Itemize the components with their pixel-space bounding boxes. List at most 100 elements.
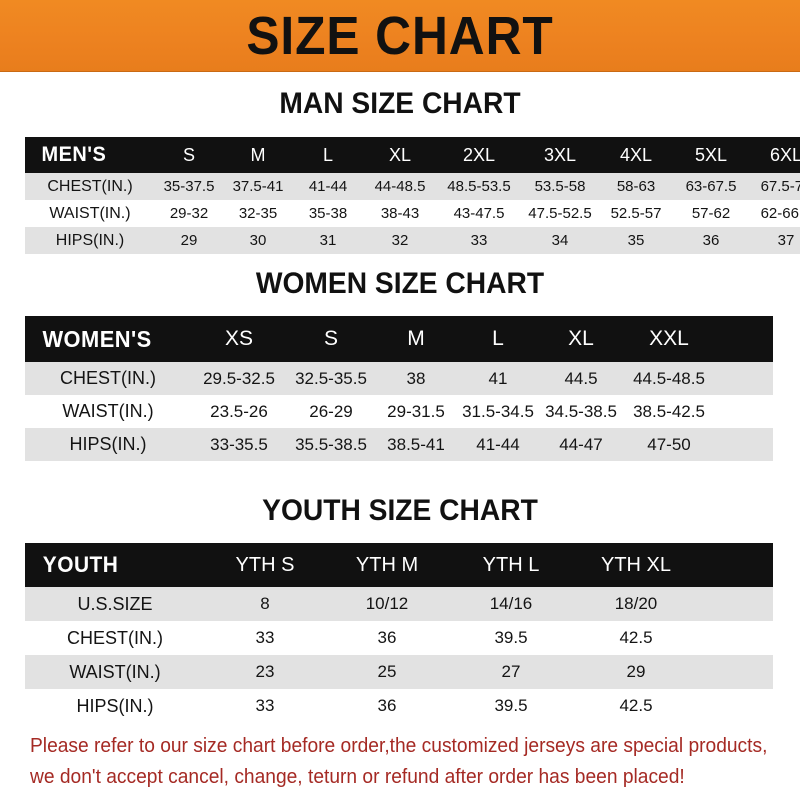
table-row: U.S.SIZE 8 10/12 14/16 18/20: [25, 587, 773, 621]
youth-col-pad: [699, 543, 773, 587]
women-row-label-chest: CHEST(IN.): [60, 368, 156, 388]
youth-row-label-hips: HIPS(IN.): [76, 695, 154, 716]
women-hips-pad: [715, 428, 773, 461]
table-row: HIPS(IN.) 33-35.5 35.5-38.5 38.5-41 41-4…: [25, 428, 773, 461]
table-row: CHEST(IN.) 29.5-32.5 32.5-35.5 38 41 44.…: [25, 362, 773, 395]
youth-chest-s: 33: [255, 628, 275, 647]
men-waist-3xl: 47.5-52.5: [528, 205, 592, 222]
table-row: CHEST(IN.) 35-37.5 37.5-41 41-44 44-48.5…: [25, 173, 800, 200]
women-header-row: WOMEN'S XS S M L XL XXL: [25, 316, 773, 362]
women-hips-xs: 33-35.5: [210, 434, 268, 454]
men-chest-6xl: 67.5-72: [760, 178, 800, 195]
youth-chest-pad: [699, 621, 773, 655]
youth-ussize-pad: [699, 587, 773, 621]
women-chest-xl: 44.5: [564, 368, 598, 388]
youth-row-label-chest: CHEST(IN.): [67, 627, 163, 648]
women-waist-s: 26-29: [309, 401, 353, 421]
page-banner: SIZE CHART: [0, 0, 800, 72]
table-row: HIPS(IN.) 29 30 31 32 33 34 35 36 37: [25, 227, 800, 254]
youth-hips-m: 36: [377, 696, 397, 715]
youth-row-label-ussize: U.S.SIZE: [77, 593, 153, 614]
men-hips-s: 29: [180, 232, 198, 249]
youth-hips-xl: 42.5: [619, 696, 653, 715]
men-waist-m: 32-35: [238, 205, 278, 222]
men-header-row: MEN'S S M L XL 2XL 3XL 4XL 5XL 6XL: [25, 137, 800, 173]
order-policy-notice: Please refer to our size chart before or…: [30, 731, 767, 793]
youth-waist-xl: 29: [626, 662, 646, 681]
youth-hips-s: 33: [255, 696, 275, 715]
youth-col-l: YTH L: [482, 553, 540, 576]
youth-col-xl: YTH XL: [600, 553, 672, 576]
women-waist-pad: [715, 395, 773, 428]
women-hips-xxl: 47-50: [647, 434, 691, 454]
women-hips-l: 41-44: [476, 434, 520, 454]
women-waist-l: 31.5-34.5: [462, 401, 534, 421]
men-col-3xl: 3XL: [543, 144, 577, 165]
men-col-xl: XL: [388, 144, 412, 165]
youth-waist-s: 23: [255, 662, 275, 681]
table-row: CHEST(IN.) 33 36 39.5 42.5: [25, 621, 773, 655]
men-size-table: MEN'S S M L XL 2XL 3XL 4XL 5XL 6XL CHEST…: [25, 137, 800, 254]
youth-hips-l: 39.5: [494, 696, 528, 715]
men-chest-3xl: 53.5-58: [534, 178, 586, 195]
men-hips-5xl: 36: [702, 232, 720, 249]
youth-chest-l: 39.5: [494, 628, 528, 647]
section-title-man: MAN SIZE CHART: [279, 87, 521, 120]
men-col-5xl: 5XL: [694, 144, 728, 165]
men-waist-s: 29-32: [169, 205, 209, 222]
men-chest-2xl: 48.5-53.5: [447, 178, 511, 195]
youth-chest-xl: 42.5: [619, 628, 653, 647]
section-title-youth: YOUTH SIZE CHART: [262, 494, 538, 527]
women-corner-label: WOMEN'S: [42, 325, 152, 352]
page-title: SIZE CHART: [246, 5, 554, 66]
women-hips-s: 35.5-38.5: [295, 434, 367, 454]
youth-corner-label: YOUTH: [42, 552, 119, 577]
men-hips-6xl: 37: [777, 232, 795, 249]
men-col-m: M: [250, 144, 266, 165]
men-col-6xl: 6XL: [769, 144, 800, 165]
youth-waist-pad: [699, 655, 773, 689]
youth-row-label-waist: WAIST(IN.): [69, 661, 161, 682]
women-size-table: WOMEN'S XS S M L XL XXL CHEST(IN.) 29.5-…: [25, 316, 773, 461]
women-chest-pad: [715, 362, 773, 395]
youth-col-m: YTH M: [355, 553, 419, 576]
youth-ussize-xl: 18/20: [614, 594, 658, 613]
women-waist-xs: 23.5-26: [210, 401, 268, 421]
youth-col-s: YTH S: [235, 553, 295, 576]
men-corner-label: MEN'S: [41, 143, 107, 166]
youth-waist-m: 25: [377, 662, 397, 681]
table-row: WAIST(IN.) 23.5-26 26-29 29-31.5 31.5-34…: [25, 395, 773, 428]
section-title-women: WOMEN SIZE CHART: [255, 267, 545, 300]
women-chest-l: 41: [488, 368, 508, 388]
women-waist-xl: 34.5-38.5: [545, 401, 617, 421]
table-row: HIPS(IN.) 33 36 39.5 42.5: [25, 689, 773, 723]
women-hips-m: 38.5-41: [387, 434, 445, 454]
youth-ussize-s: 8: [260, 594, 270, 613]
women-col-l: L: [492, 327, 504, 350]
men-col-l: L: [322, 144, 333, 165]
women-waist-m: 29-31.5: [387, 401, 445, 421]
women-col-pad: [715, 316, 773, 362]
men-chest-xl: 44-48.5: [374, 178, 426, 195]
men-row-label-chest: CHEST(IN.): [47, 177, 133, 195]
women-col-s: S: [323, 327, 338, 350]
men-chest-s: 35-37.5: [163, 178, 215, 195]
youth-waist-l: 27: [501, 662, 521, 681]
men-hips-m: 30: [249, 232, 267, 249]
women-col-xl: XL: [568, 327, 594, 350]
men-waist-6xl: 62-66.5: [760, 205, 800, 222]
table-row: WAIST(IN.) 29-32 32-35 35-38 38-43 43-47…: [25, 200, 800, 227]
men-row-label-waist: WAIST(IN.): [49, 204, 131, 222]
women-col-xxl: XXL: [649, 327, 689, 350]
men-hips-l: 31: [319, 232, 337, 249]
youth-header-row: YOUTH YTH S YTH M YTH L YTH XL: [25, 543, 773, 587]
men-hips-4xl: 35: [627, 232, 645, 249]
women-waist-xxl: 38.5-42.5: [633, 401, 705, 421]
youth-ussize-l: 14/16: [489, 594, 533, 613]
men-waist-2xl: 43-47.5: [453, 205, 505, 222]
men-chest-m: 37.5-41: [232, 178, 284, 195]
men-chest-4xl: 58-63: [616, 178, 656, 195]
youth-chest-m: 36: [377, 628, 397, 647]
women-col-xs: XS: [224, 327, 253, 350]
